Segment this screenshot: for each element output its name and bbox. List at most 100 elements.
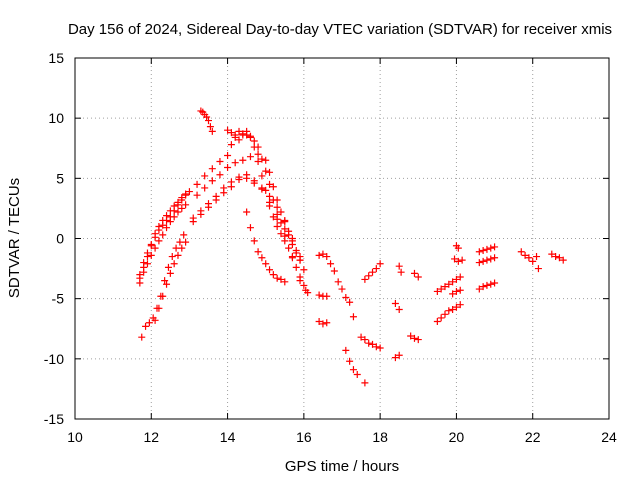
data-point bbox=[174, 198, 182, 206]
data-point bbox=[178, 194, 186, 202]
data-point bbox=[163, 224, 171, 232]
data-point bbox=[205, 117, 212, 125]
data-point bbox=[246, 224, 254, 232]
data-point bbox=[243, 208, 251, 216]
data-point bbox=[193, 180, 201, 188]
data-point bbox=[483, 281, 491, 289]
data-point bbox=[414, 336, 422, 344]
x-tick-label: 16 bbox=[296, 429, 312, 445]
data-point bbox=[449, 278, 457, 286]
data-point bbox=[315, 291, 323, 299]
data-point bbox=[391, 299, 399, 307]
data-point bbox=[449, 290, 457, 298]
data-point bbox=[266, 192, 274, 200]
data-point bbox=[475, 248, 483, 256]
data-point bbox=[164, 263, 172, 271]
data-point bbox=[182, 201, 190, 209]
data-point bbox=[433, 287, 441, 295]
x-tick-label: 10 bbox=[67, 429, 83, 445]
series-arc-ad bbox=[449, 286, 464, 298]
data-point bbox=[269, 213, 277, 221]
data-point bbox=[483, 256, 491, 264]
series-arc-b bbox=[136, 190, 190, 279]
data-point bbox=[342, 346, 350, 354]
data-point bbox=[163, 280, 171, 288]
data-point bbox=[159, 231, 167, 239]
data-point bbox=[487, 280, 495, 288]
data-point bbox=[479, 257, 487, 265]
data-point bbox=[395, 351, 403, 359]
data-point bbox=[227, 129, 235, 137]
data-point bbox=[189, 218, 197, 226]
data-point bbox=[254, 150, 262, 158]
y-tick-label: 10 bbox=[48, 110, 64, 126]
data-point bbox=[174, 251, 182, 259]
data-point bbox=[266, 168, 274, 176]
data-point bbox=[224, 151, 232, 159]
data-point bbox=[246, 132, 254, 140]
data-point bbox=[239, 156, 247, 164]
data-point bbox=[159, 216, 167, 224]
data-point bbox=[529, 257, 537, 265]
data-point bbox=[168, 253, 176, 261]
data-point bbox=[475, 285, 483, 293]
data-point bbox=[151, 230, 159, 238]
series-arc-w bbox=[410, 269, 422, 281]
data-point bbox=[292, 263, 300, 271]
data-point bbox=[262, 186, 270, 194]
data-point bbox=[534, 265, 542, 273]
data-point bbox=[449, 305, 457, 313]
data-point bbox=[491, 279, 499, 287]
data-point bbox=[491, 243, 499, 251]
plot-frame bbox=[74, 57, 610, 420]
data-point bbox=[319, 250, 327, 258]
data-point bbox=[166, 218, 174, 226]
data-point bbox=[193, 191, 201, 199]
data-point bbox=[395, 262, 403, 270]
data-point bbox=[346, 357, 354, 365]
data-point bbox=[258, 184, 266, 192]
data-point bbox=[262, 156, 270, 164]
data-point bbox=[155, 237, 163, 245]
data-point bbox=[254, 157, 262, 165]
data-point bbox=[281, 225, 289, 233]
data-point bbox=[483, 245, 491, 253]
data-point bbox=[376, 344, 384, 352]
series-arc-z bbox=[407, 332, 422, 344]
data-point bbox=[441, 310, 449, 318]
data-point bbox=[281, 278, 289, 286]
data-point bbox=[369, 268, 377, 276]
data-point bbox=[323, 253, 331, 261]
data-point bbox=[323, 319, 331, 327]
data-point bbox=[458, 256, 466, 264]
series-arc-o bbox=[315, 291, 331, 300]
y-tick-label: 15 bbox=[48, 50, 64, 66]
series-arc-ak bbox=[517, 248, 537, 265]
data-point bbox=[185, 188, 193, 196]
series-arc-aa bbox=[433, 280, 453, 295]
data-point bbox=[243, 127, 251, 135]
data-point bbox=[365, 339, 373, 347]
data-point bbox=[315, 318, 323, 326]
data-point bbox=[142, 322, 150, 330]
data-point bbox=[147, 251, 155, 259]
y-axis-label: SDTVAR / TECUs bbox=[6, 178, 23, 298]
data-point bbox=[216, 171, 224, 179]
data-point bbox=[231, 159, 239, 167]
data-point bbox=[239, 131, 247, 139]
data-point bbox=[258, 155, 266, 163]
data-point bbox=[372, 343, 380, 351]
data-point bbox=[548, 250, 556, 258]
data-point bbox=[174, 208, 182, 216]
data-point bbox=[330, 267, 338, 275]
data-point bbox=[258, 254, 266, 262]
data-point bbox=[216, 157, 224, 165]
data-point bbox=[235, 127, 243, 135]
data-point bbox=[231, 133, 239, 141]
data-point bbox=[246, 153, 254, 161]
data-point bbox=[277, 275, 285, 283]
data-point bbox=[178, 244, 186, 252]
y-tick-label: -10 bbox=[44, 351, 64, 367]
data-point bbox=[136, 271, 144, 279]
data-point bbox=[445, 280, 453, 288]
